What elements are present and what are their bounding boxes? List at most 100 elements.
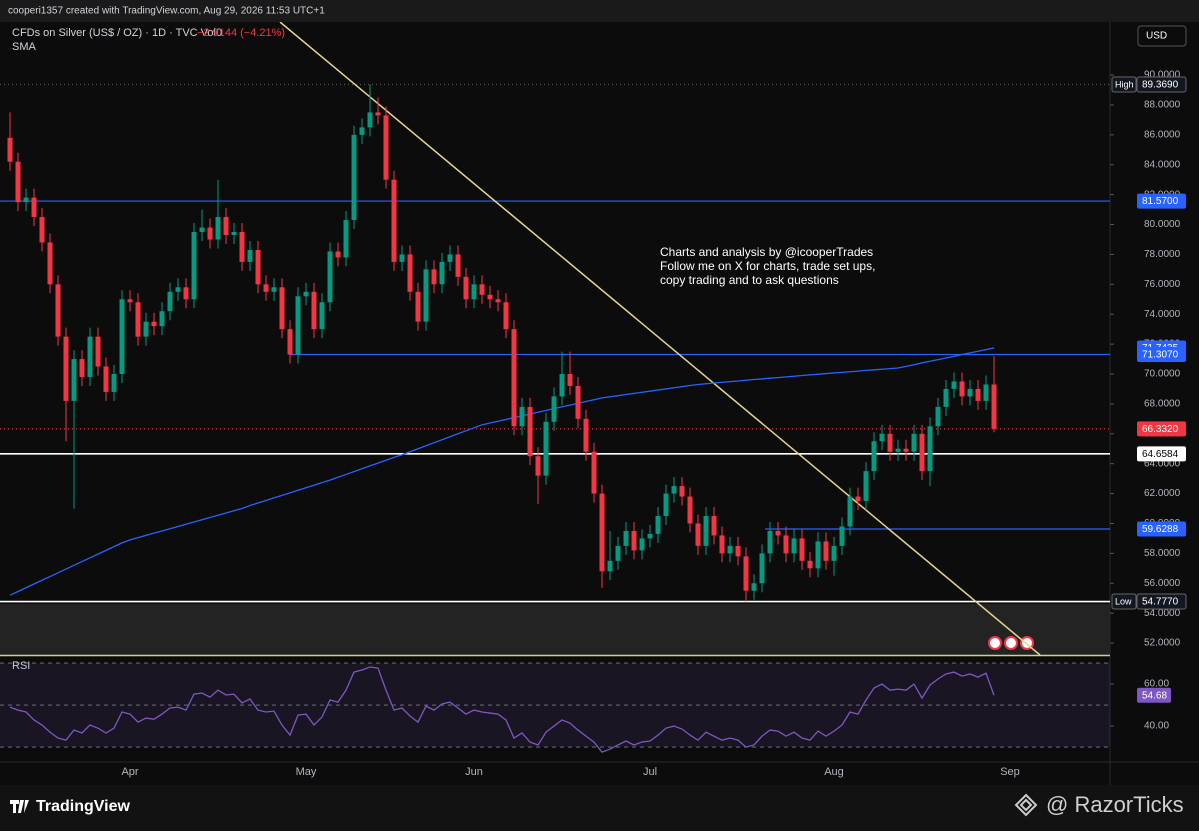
price-tag-label: 71.3070: [1142, 350, 1179, 361]
candle-body: [423, 269, 429, 322]
candle-body: [127, 299, 133, 303]
candle-body: [463, 276, 469, 300]
x-tick-label: Jun: [465, 766, 483, 778]
logo-icon: [10, 800, 29, 813]
x-tick-label: Apr: [121, 766, 138, 778]
candle-body: [647, 533, 653, 539]
x-tick-label: May: [296, 766, 317, 778]
candle-body: [607, 560, 613, 572]
candle-body: [655, 515, 661, 534]
candle-body: [831, 545, 837, 561]
candle-body: [375, 112, 381, 116]
price-tag: [1137, 421, 1186, 437]
price-tag: [1137, 446, 1186, 462]
symbol-title: CFDs on Silver (US$ / OZ) · 1D · TVC Vol…: [12, 27, 222, 39]
candle-body: [935, 406, 941, 427]
x-tick-label: Sep: [1000, 766, 1020, 778]
trendline: [279, 22, 1041, 655]
candle-body: [871, 441, 877, 472]
candle-body: [263, 284, 269, 292]
candle-body: [879, 433, 885, 442]
candle-body: [95, 336, 101, 367]
candle-body: [551, 396, 557, 422]
price-tag-label: 64.6584: [1142, 449, 1179, 460]
candle-body: [487, 294, 493, 300]
candle-body: [23, 197, 29, 203]
candle-body: [679, 486, 685, 497]
candle-body: [111, 373, 117, 392]
candle-body: [527, 406, 533, 457]
candle-body: [943, 388, 949, 407]
x-tick-label: Jul: [643, 766, 657, 778]
candle-body: [351, 134, 357, 221]
currency-button[interactable]: [1137, 25, 1187, 47]
candle-body: [631, 530, 637, 551]
candle-body: [783, 535, 789, 554]
candle-body: [895, 448, 901, 452]
candle-body: [79, 359, 85, 377]
y-tick-label: 52.0000: [1144, 638, 1181, 649]
creator-line: cooperi1357 created with TradingView.com…: [8, 6, 325, 17]
candle-body: [175, 287, 181, 292]
candle-body: [703, 515, 709, 546]
candle-body: [439, 261, 445, 285]
y-tick-label: 64.0000: [1144, 458, 1181, 469]
candle-body: [335, 251, 341, 258]
flag[interactable]: [1004, 636, 1018, 650]
candle-body: [599, 493, 605, 572]
candle-body: [479, 284, 485, 295]
candle-body: [983, 384, 989, 401]
candle-body: [767, 530, 773, 554]
y-tick-label: 76.0000: [1144, 279, 1181, 290]
y-tick-label: 54.0000: [1144, 608, 1181, 619]
candle-body: [279, 287, 285, 330]
candle-body: [391, 179, 397, 262]
candle-body: [855, 496, 861, 502]
candle-body: [431, 269, 437, 285]
candle-body: [87, 336, 93, 377]
candle-body: [215, 217, 221, 240]
indicator-name: SMA: [12, 41, 37, 53]
candle-body: [711, 515, 717, 536]
y-tick-label: 88.0000: [1144, 100, 1181, 111]
candle-body: [887, 433, 893, 452]
candle-body: [671, 486, 677, 494]
candle-body: [287, 329, 293, 355]
candle-body: [47, 242, 53, 285]
price-tag: [1137, 193, 1186, 209]
candle-body: [471, 284, 477, 300]
candle-body: [327, 251, 333, 303]
watermark: @ RazorTicks: [1046, 792, 1184, 817]
y-tick-label: 68.0000: [1144, 399, 1181, 410]
candle-body: [383, 115, 389, 180]
rsi-pane: [0, 662, 1110, 753]
y-tick-label: 40.00: [1144, 721, 1169, 732]
candle-body: [951, 381, 957, 389]
candle-body: [543, 421, 549, 476]
candle-body: [847, 496, 853, 527]
event-flags: [988, 636, 1034, 650]
candle-body: [207, 227, 213, 240]
price-tag-label: 81.5700: [1142, 196, 1179, 207]
candle-body: [503, 302, 509, 330]
candle-body: [367, 112, 373, 128]
candle-body: [311, 291, 317, 330]
logo-text: TradingView: [36, 798, 131, 815]
price-tag-name-box: [1111, 76, 1137, 93]
rsi-tag-label: 54.68: [1142, 690, 1167, 701]
y-tick-label: 90.0000: [1144, 70, 1181, 81]
candle-body: [399, 254, 405, 262]
lower-zone: [0, 604, 1110, 655]
candle-body: [247, 249, 253, 262]
candle-body: [39, 217, 45, 243]
header-bar: [0, 0, 1199, 22]
candle-body: [639, 538, 645, 551]
annotation-line: Charts and analysis by @icooperTrades: [660, 245, 873, 259]
price-tag-label: 89.3690: [1142, 80, 1179, 91]
annotation: Charts and analysis by @icooperTrades Fo…: [660, 245, 875, 287]
candle-body: [623, 530, 629, 546]
y-tick-label: 78.0000: [1144, 249, 1181, 260]
candle-body: [167, 291, 173, 312]
flag[interactable]: [988, 636, 1002, 650]
candle-body: [271, 287, 277, 292]
